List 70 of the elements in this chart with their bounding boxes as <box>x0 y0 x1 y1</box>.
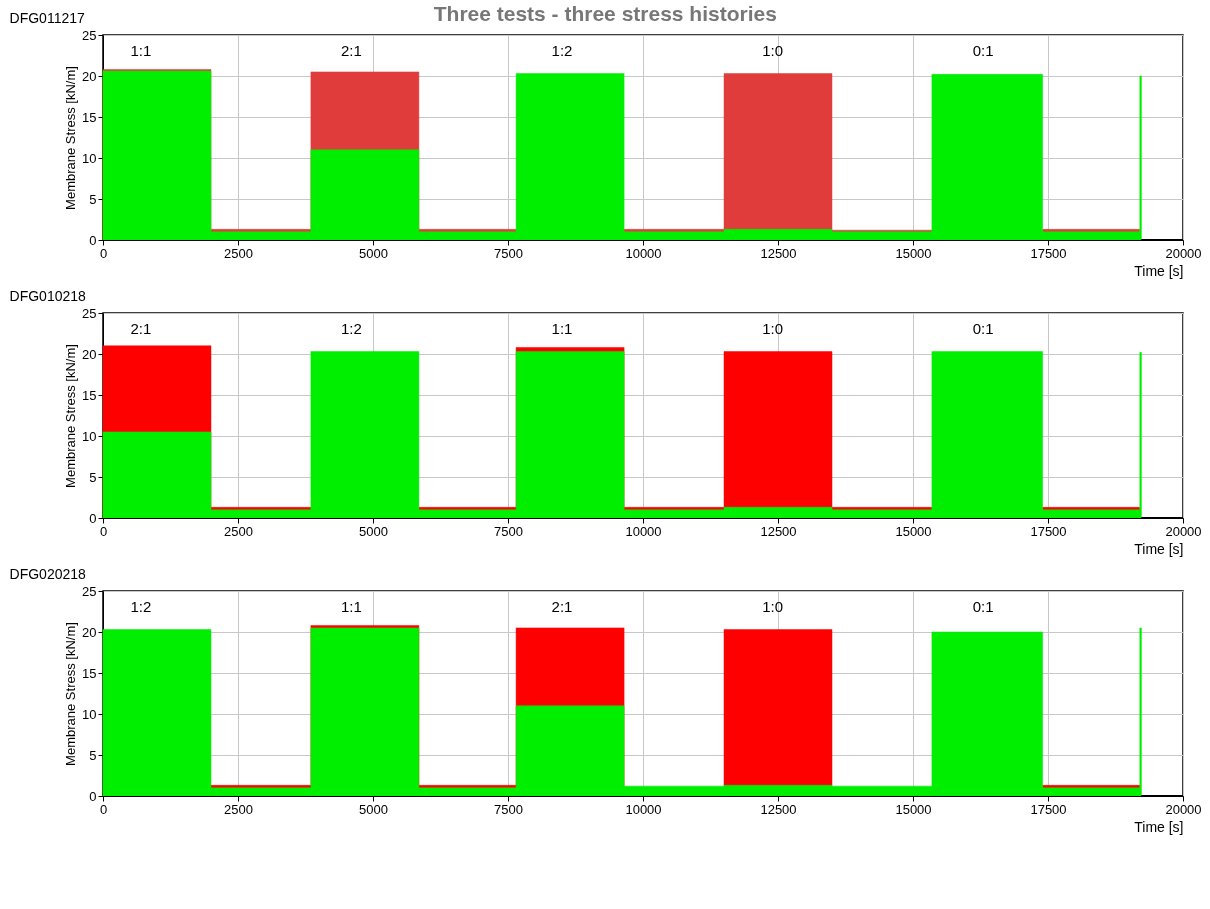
annotation: 2:1 <box>340 42 362 60</box>
chart-title: DFG020218 <box>9 566 87 582</box>
chart-subtitle: Three tests - three stress histories <box>433 2 777 26</box>
x-tick-label: 7500 <box>494 801 523 817</box>
annotation: 1:2 <box>551 42 573 60</box>
y-tick-label: 5 <box>89 191 97 207</box>
y-tick-label: 25 <box>82 27 97 43</box>
annotation: 1:1 <box>551 320 573 338</box>
annotation: 1:2 <box>340 320 362 338</box>
y-tick-label: 10 <box>82 150 97 166</box>
y-tick-label: 5 <box>89 469 97 485</box>
x-tick-label: 12500 <box>760 801 797 817</box>
x-tick-label: 5000 <box>359 801 388 817</box>
annotation: 2:1 <box>551 598 573 616</box>
x-tick-label: 0 <box>99 523 108 539</box>
y-tick-label: 25 <box>82 583 97 599</box>
x-tick-label: 7500 <box>494 523 523 539</box>
annotation: 0:1 <box>972 320 994 338</box>
y-tick-label: 0 <box>89 232 97 248</box>
x-tick-label: 2500 <box>224 801 253 817</box>
x-tick-label: 0 <box>99 245 108 261</box>
y-tick-label: 20 <box>82 68 97 84</box>
y-axis-title: Membrane Stress [kN/m] <box>63 66 79 210</box>
chart-title: DFG011217 <box>9 10 85 26</box>
y-tick-label: 0 <box>89 510 97 526</box>
y-tick-label: 5 <box>89 747 97 763</box>
x-tick-label: 20000 <box>1165 801 1202 817</box>
x-tick-label: 15000 <box>895 523 932 539</box>
x-tick-label: 10000 <box>625 245 662 261</box>
x-tick-label: 5000 <box>359 523 388 539</box>
y-axis-title: Membrane Stress [kN/m] <box>63 344 79 488</box>
y-tick-label: 15 <box>82 387 97 403</box>
annotation: 1:0 <box>762 598 784 616</box>
y-tick-label: 20 <box>82 624 97 640</box>
x-tick-label: 17500 <box>1030 801 1067 817</box>
x-tick-label: 15000 <box>895 245 932 261</box>
x-tick-label: 2500 <box>224 523 253 539</box>
x-tick-label: 17500 <box>1030 523 1067 539</box>
annotation: 1:0 <box>762 320 784 338</box>
x-tick-label: 12500 <box>760 245 797 261</box>
y-tick-label: 10 <box>82 428 97 444</box>
chart-title: DFG010218 <box>9 288 87 304</box>
x-axis-title: Time [s] <box>1134 262 1184 279</box>
annotation: 1:2 <box>130 598 152 616</box>
annotation: 0:1 <box>972 42 994 60</box>
annotation: 1:1 <box>130 42 152 60</box>
x-tick-label: 10000 <box>625 801 662 817</box>
x-tick-label: 17500 <box>1030 245 1067 261</box>
x-tick-label: 15000 <box>895 801 932 817</box>
x-tick-label: 20000 <box>1165 523 1202 539</box>
annotation: 1:1 <box>340 598 362 616</box>
annotation: 2:1 <box>130 320 152 338</box>
annotation: 1:0 <box>762 42 784 60</box>
x-tick-label: 0 <box>99 801 108 817</box>
y-tick-label: 10 <box>82 706 97 722</box>
x-axis-title: Time [s] <box>1134 540 1184 557</box>
x-tick-label: 2500 <box>224 245 253 261</box>
y-tick-label: 15 <box>82 109 97 125</box>
y-tick-label: 15 <box>82 665 97 681</box>
y-tick-label: 20 <box>82 346 97 362</box>
x-tick-label: 10000 <box>625 523 662 539</box>
x-tick-label: 5000 <box>359 245 388 261</box>
y-axis-title: Membrane Stress [kN/m] <box>63 622 79 766</box>
y-tick-label: 25 <box>82 305 97 321</box>
x-tick-label: 12500 <box>760 523 797 539</box>
x-tick-label: 7500 <box>494 245 523 261</box>
annotation: 0:1 <box>972 598 994 616</box>
x-axis-title: Time [s] <box>1134 818 1184 835</box>
x-tick-label: 20000 <box>1165 245 1202 261</box>
y-tick-label: 0 <box>89 788 97 804</box>
